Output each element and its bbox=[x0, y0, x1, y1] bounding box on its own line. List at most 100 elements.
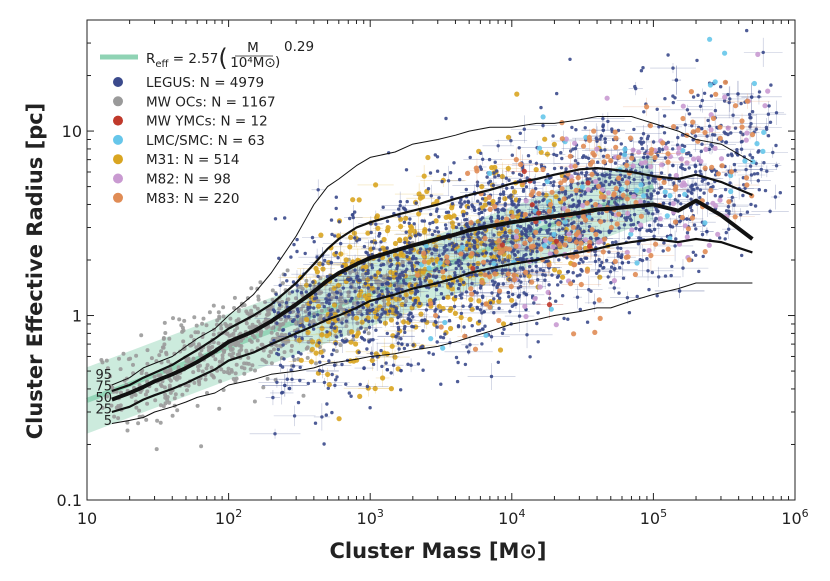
data-point bbox=[195, 403, 200, 408]
data-point bbox=[470, 281, 474, 286]
data-point bbox=[497, 200, 501, 204]
data-point bbox=[349, 394, 353, 398]
data-point bbox=[739, 124, 745, 130]
data-point bbox=[548, 296, 552, 300]
data-point bbox=[281, 343, 285, 347]
data-point bbox=[600, 249, 606, 255]
data-point bbox=[558, 180, 564, 186]
data-point bbox=[722, 99, 727, 103]
data-point bbox=[563, 136, 569, 142]
data-point bbox=[452, 161, 456, 165]
data-point bbox=[540, 114, 546, 120]
data-point bbox=[245, 296, 250, 301]
data-point bbox=[185, 388, 189, 393]
data-point bbox=[158, 382, 163, 387]
data-point bbox=[465, 252, 469, 257]
data-point bbox=[334, 290, 339, 294]
data-point bbox=[761, 50, 765, 55]
data-point bbox=[726, 153, 730, 157]
data-point bbox=[412, 277, 417, 282]
data-point bbox=[475, 183, 480, 188]
data-point bbox=[548, 306, 554, 312]
data-point bbox=[616, 175, 622, 181]
data-point bbox=[252, 399, 257, 404]
data-point bbox=[588, 177, 592, 181]
data-point bbox=[205, 391, 209, 395]
data-point bbox=[462, 333, 468, 339]
data-point bbox=[351, 313, 355, 317]
data-point bbox=[462, 325, 466, 329]
data-point bbox=[625, 296, 630, 300]
data-point bbox=[357, 237, 362, 242]
data-point bbox=[666, 53, 670, 57]
data-point bbox=[583, 174, 588, 178]
data-point bbox=[365, 277, 371, 283]
data-point bbox=[450, 241, 454, 245]
data-point bbox=[186, 383, 191, 388]
data-point bbox=[511, 171, 515, 175]
data-point bbox=[339, 241, 343, 246]
data-point bbox=[748, 153, 752, 157]
data-point bbox=[700, 232, 705, 237]
data-point bbox=[604, 95, 610, 101]
data-point bbox=[563, 192, 568, 196]
data-point bbox=[381, 236, 387, 243]
data-point bbox=[437, 283, 442, 287]
data-point bbox=[356, 301, 360, 305]
data-point bbox=[348, 234, 354, 240]
data-point bbox=[426, 265, 432, 271]
data-point bbox=[561, 294, 565, 298]
data-point bbox=[545, 289, 551, 295]
data-point bbox=[482, 235, 488, 241]
data-point bbox=[419, 280, 423, 284]
data-point bbox=[305, 355, 310, 360]
data-point bbox=[685, 108, 690, 112]
data-point bbox=[593, 253, 598, 257]
data-point bbox=[559, 151, 563, 155]
data-point bbox=[400, 342, 404, 346]
data-point bbox=[310, 235, 315, 240]
data-point bbox=[510, 304, 514, 308]
data-point bbox=[766, 134, 771, 138]
data-point bbox=[168, 378, 173, 383]
data-point bbox=[652, 234, 656, 238]
data-point bbox=[632, 127, 636, 132]
data-point bbox=[474, 253, 478, 257]
data-point bbox=[409, 363, 413, 367]
data-point bbox=[361, 305, 365, 310]
data-point bbox=[283, 314, 287, 319]
data-point bbox=[458, 201, 462, 205]
data-point bbox=[270, 288, 275, 293]
data-point bbox=[436, 230, 441, 234]
data-point bbox=[434, 248, 439, 252]
data-point bbox=[668, 173, 672, 177]
data-point bbox=[351, 301, 356, 306]
data-point bbox=[668, 223, 672, 227]
data-point bbox=[532, 301, 536, 305]
data-point bbox=[206, 345, 211, 350]
data-point bbox=[610, 240, 615, 245]
data-point bbox=[490, 291, 494, 295]
data-point bbox=[726, 92, 730, 97]
data-point bbox=[355, 274, 359, 278]
data-point bbox=[317, 368, 322, 373]
data-point bbox=[564, 167, 568, 171]
data-point bbox=[414, 272, 420, 278]
data-point bbox=[567, 204, 572, 209]
data-point bbox=[454, 250, 458, 255]
data-point bbox=[343, 257, 349, 263]
data-point bbox=[407, 221, 411, 225]
data-point bbox=[305, 329, 311, 335]
data-point bbox=[371, 307, 375, 312]
data-point bbox=[688, 205, 693, 210]
data-point bbox=[244, 321, 249, 326]
data-point bbox=[762, 103, 768, 109]
data-point bbox=[432, 247, 436, 251]
data-point bbox=[404, 230, 408, 234]
data-point bbox=[458, 251, 464, 257]
data-point bbox=[477, 319, 482, 323]
data-point bbox=[698, 158, 704, 164]
data-point bbox=[278, 283, 282, 287]
data-point bbox=[255, 286, 260, 291]
data-point bbox=[661, 249, 665, 253]
